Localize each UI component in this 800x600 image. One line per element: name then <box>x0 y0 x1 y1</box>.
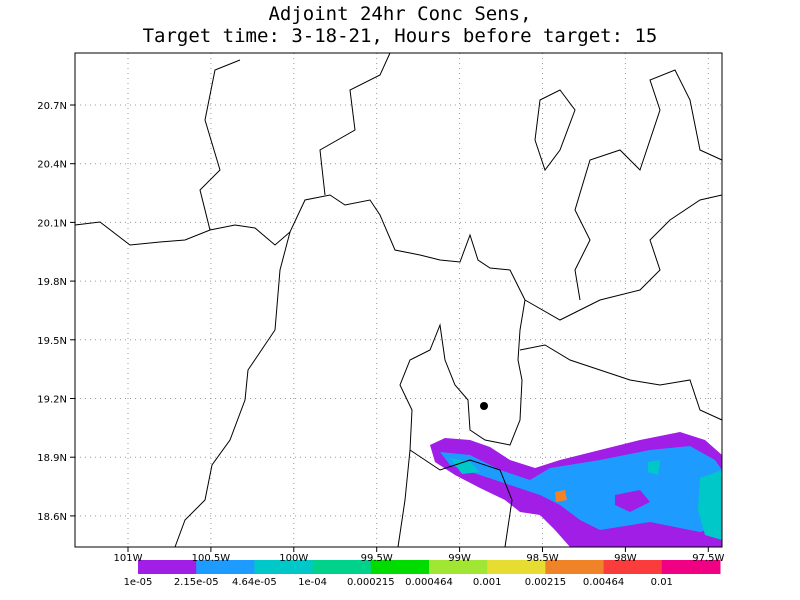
colorbar-label: 0.001 <box>473 577 502 588</box>
lat-label: 19.8N <box>37 277 67 288</box>
colorbar-box <box>487 560 546 574</box>
lon-label: 101W <box>114 553 143 564</box>
lon-label: 99W <box>448 553 471 564</box>
colorbar-label: 0.000215 <box>347 577 395 588</box>
grid <box>70 53 722 552</box>
colorbar: 1e-05 2.15e-05 4.64e-05 1e-04 0.000215 0.0004… <box>124 560 721 588</box>
lon-label: 99.5W <box>361 553 393 564</box>
lon-label: 100W <box>279 553 308 564</box>
lat-label: 18.9N <box>37 453 67 464</box>
lat-label: 18.6N <box>37 512 67 523</box>
colorbar-label: 1e-04 <box>298 577 327 588</box>
colorbar-box <box>196 560 255 574</box>
colorbar-label: 4.64e-05 <box>232 577 277 588</box>
title-line: Adjoint 24hr Conc Sens, <box>268 3 531 25</box>
lon-label: 97.5W <box>692 553 724 564</box>
colorbar-box <box>254 560 314 574</box>
target-point <box>480 402 488 410</box>
lat-label: 20.7N <box>37 101 67 112</box>
lon-label: 98W <box>614 553 637 564</box>
colorbar-label: 0.00215 <box>525 577 566 588</box>
colorbar-box <box>545 560 605 574</box>
map-frame <box>74 52 723 548</box>
contours <box>430 432 722 547</box>
lon-label: 100.5W <box>192 553 231 564</box>
colorbar-label: 1e-05 <box>124 577 153 588</box>
colorbar-box <box>661 560 721 574</box>
lat-label: 20.1N <box>37 218 67 229</box>
colorbar-box <box>138 560 197 574</box>
lon-label: 98.5W <box>526 553 558 564</box>
colorbar-box <box>312 560 372 574</box>
colorbar-box <box>370 560 430 574</box>
lat-label: 19.2N <box>37 395 67 406</box>
colorbar-box <box>603 560 663 574</box>
lat-label: 20.4N <box>37 160 67 171</box>
colorbar-label: 0.01 <box>651 577 673 588</box>
colorbar-label: 0.00464 <box>583 577 624 588</box>
title-line: Target time: 3-18-21, Hours before targe… <box>143 25 658 47</box>
boundaries <box>74 52 723 548</box>
colorbar-label: 2.15e-05 <box>174 577 219 588</box>
colorbar-box <box>429 560 488 574</box>
colorbar-label: 0.000464 <box>405 577 453 588</box>
lat-label: 19.5N <box>37 336 67 347</box>
